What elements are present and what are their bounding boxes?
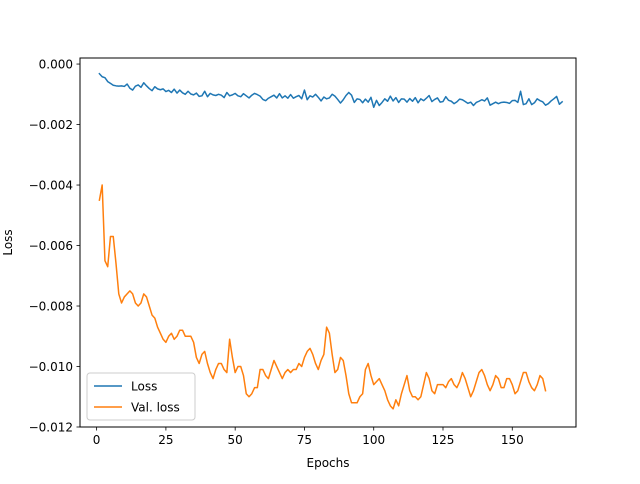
x-axis-ticks: 0 25 50 75 100 125 150 <box>93 427 524 447</box>
x-tick-label: 150 <box>501 433 524 447</box>
y-tick-label: −0.002 <box>29 118 73 132</box>
x-tick-label: 75 <box>297 433 312 447</box>
y-tick-label: 0.000 <box>39 58 73 72</box>
legend-label: Loss <box>131 380 157 394</box>
x-tick-label: 100 <box>362 433 385 447</box>
series-layer <box>98 72 564 410</box>
legend-box <box>86 372 196 421</box>
y-axis-ticks: 0.000 −0.002 −0.004 −0.006 −0.008 −0.010 −0.01… <box>29 58 80 435</box>
y-axis-label: Loss <box>1 229 15 255</box>
x-tick-label: 125 <box>432 433 455 447</box>
series-line-val-loss <box>98 184 547 410</box>
x-tick-label: 50 <box>228 433 243 447</box>
y-tick-label: −0.012 <box>29 421 73 435</box>
series-line-loss <box>98 72 564 109</box>
plot-frame <box>79 57 577 428</box>
y-tick-label: −0.008 <box>29 300 73 314</box>
legend: Loss Val. loss <box>86 372 196 421</box>
x-tick-label: 0 <box>93 433 101 447</box>
legend-label: Val. loss <box>131 401 180 415</box>
y-tick-label: −0.010 <box>29 360 73 374</box>
x-tick-label: 25 <box>158 433 173 447</box>
y-tick-label: −0.006 <box>29 239 73 253</box>
y-tick-label: −0.004 <box>29 179 73 193</box>
x-axis-label: Epochs <box>307 456 350 470</box>
